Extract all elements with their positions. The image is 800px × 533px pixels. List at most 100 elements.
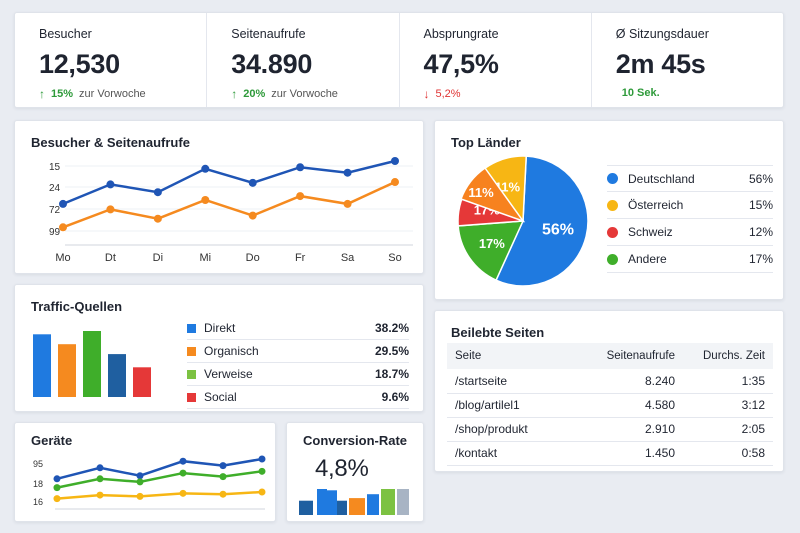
data-point[interactable] — [59, 199, 67, 208]
data-point[interactable] — [258, 455, 266, 463]
data-point[interactable] — [59, 223, 67, 232]
legend-swatch — [607, 199, 618, 211]
card-title: Traffic-Quellen — [31, 299, 123, 314]
legend-item[interactable]: Deutschland 56% — [607, 165, 773, 192]
legend-value: 29.5% — [374, 344, 409, 358]
legend-swatch — [187, 323, 196, 333]
data-point[interactable] — [136, 478, 144, 486]
page-avg-time: 2:05 — [683, 417, 773, 442]
kpi-pageviews[interactable]: Seitenaufrufe 34.890 ↑ 20% zur Vorwoche — [207, 13, 400, 107]
table-row[interactable]: /shop/produkt 2.910 2:05 — [447, 417, 773, 442]
data-point[interactable] — [153, 188, 162, 197]
legend-item[interactable]: Verweise 18.7% — [187, 363, 409, 386]
bar[interactable] — [349, 498, 365, 515]
data-point[interactable] — [53, 484, 61, 492]
data-point[interactable] — [258, 488, 266, 496]
legend-value: 56% — [748, 171, 773, 186]
bar[interactable] — [133, 367, 151, 397]
legend-swatch — [607, 226, 618, 238]
pie-slice[interactable] — [460, 166, 526, 223]
legend-item[interactable]: Schweiz 12% — [607, 219, 773, 246]
data-point[interactable] — [136, 492, 144, 500]
legend-label: Schweiz — [628, 225, 673, 239]
bar[interactable] — [83, 331, 101, 397]
legend-value: 12% — [748, 225, 773, 239]
data-point[interactable] — [343, 199, 352, 208]
data-point[interactable] — [248, 178, 257, 187]
conversion-bar-chart[interactable] — [287, 423, 423, 521]
data-point[interactable] — [106, 180, 115, 189]
bar[interactable] — [108, 354, 126, 397]
data-point[interactable] — [53, 475, 61, 483]
legend-item[interactable]: Direkt 38.2% — [187, 317, 409, 340]
kpi-label: Absprungrate — [423, 27, 499, 41]
y-tick-label: 24 — [49, 183, 61, 194]
x-tick-label: Sa — [341, 252, 355, 264]
column-header[interactable]: Seite — [447, 343, 587, 369]
kpi-delta-value: 10 Sek. — [621, 87, 660, 99]
table-row[interactable]: /kontakt 1.450 0:58 — [447, 441, 773, 466]
legend-item[interactable]: Organisch 29.5% — [187, 340, 409, 363]
traffic-bar-chart[interactable] — [15, 285, 175, 411]
data-point[interactable] — [296, 192, 305, 201]
data-point[interactable] — [53, 495, 61, 503]
devices-line-chart[interactable]: 95 18 16 — [15, 423, 275, 521]
legend-value: 18.7% — [374, 367, 409, 381]
pie-slice[interactable] — [495, 155, 589, 287]
bar[interactable] — [327, 490, 337, 515]
kpi-value: 47,5% — [423, 49, 499, 79]
visitors-line-chart[interactable]: 15 24 72 99 Mo Dt Di Mi Do Fr Sa So — [15, 121, 423, 273]
data-point[interactable] — [96, 475, 104, 483]
data-point[interactable] — [201, 164, 210, 173]
bar[interactable] — [337, 500, 347, 515]
bar[interactable] — [317, 489, 327, 515]
kpi-session-duration[interactable]: Ø Sitzungsdauer 2m 45s 10 Sek. — [592, 13, 783, 107]
page-avg-time: 3:12 — [683, 393, 773, 418]
bar[interactable] — [397, 489, 409, 515]
data-point[interactable] — [391, 157, 399, 165]
legend-item[interactable]: Österreich 15% — [607, 192, 773, 219]
data-point[interactable] — [136, 472, 144, 480]
legend-item[interactable]: Andere 17% — [607, 246, 773, 273]
arrow-up-icon: ↑ — [231, 87, 238, 101]
column-header[interactable]: Seitenaufrufe — [587, 343, 683, 369]
data-point[interactable] — [153, 214, 162, 223]
pie-slice[interactable] — [457, 220, 525, 282]
data-point[interactable] — [343, 168, 352, 177]
kpi-label: Besucher — [39, 27, 92, 41]
table-row[interactable]: /startseite 8.240 1:35 — [447, 369, 773, 394]
data-point[interactable] — [96, 464, 104, 472]
bar[interactable] — [381, 489, 395, 515]
bar[interactable] — [367, 494, 379, 515]
pages-table: Seite Seitenaufrufe Durchs. Zeit /starts… — [447, 343, 773, 466]
data-point[interactable] — [219, 462, 227, 470]
page-views: 4.580 — [587, 393, 683, 418]
legend-label: Andere — [628, 252, 667, 266]
bar[interactable] — [58, 344, 76, 397]
data-point[interactable] — [179, 469, 187, 477]
data-point[interactable] — [201, 196, 210, 204]
kpi-visitors[interactable]: Besucher 12,530 ↑ 15% zur Vorwoche — [15, 13, 208, 107]
data-point[interactable] — [96, 491, 104, 499]
column-header[interactable]: Durchs. Zeit — [683, 343, 773, 369]
legend-swatch — [187, 392, 196, 402]
data-point[interactable] — [179, 457, 187, 465]
data-point[interactable] — [219, 490, 227, 498]
data-point[interactable] — [179, 489, 187, 497]
kpi-bounce-rate[interactable]: Absprungrate 47,5% ↓ 5,2% — [400, 13, 592, 107]
kpi-delta: ↑ 15% zur Vorwoche — [39, 87, 206, 101]
data-point[interactable] — [391, 178, 399, 187]
data-point[interactable] — [219, 473, 227, 481]
series-line — [62, 180, 396, 229]
countries-pie-chart[interactable]: 56%17%17%11%11% — [435, 121, 615, 299]
bar[interactable] — [299, 500, 313, 515]
kpi-value: 12,530 — [39, 49, 120, 79]
table-row[interactable]: /blog/artilel1 4.580 3:12 — [447, 393, 773, 418]
data-point[interactable] — [258, 467, 266, 475]
bar[interactable] — [33, 334, 51, 397]
kpi-label: Ø Sitzungsdauer — [615, 27, 709, 41]
data-point[interactable] — [248, 211, 257, 220]
data-point[interactable] — [296, 163, 305, 172]
legend-item[interactable]: Social 9.6% — [187, 386, 409, 409]
data-point[interactable] — [106, 205, 115, 214]
